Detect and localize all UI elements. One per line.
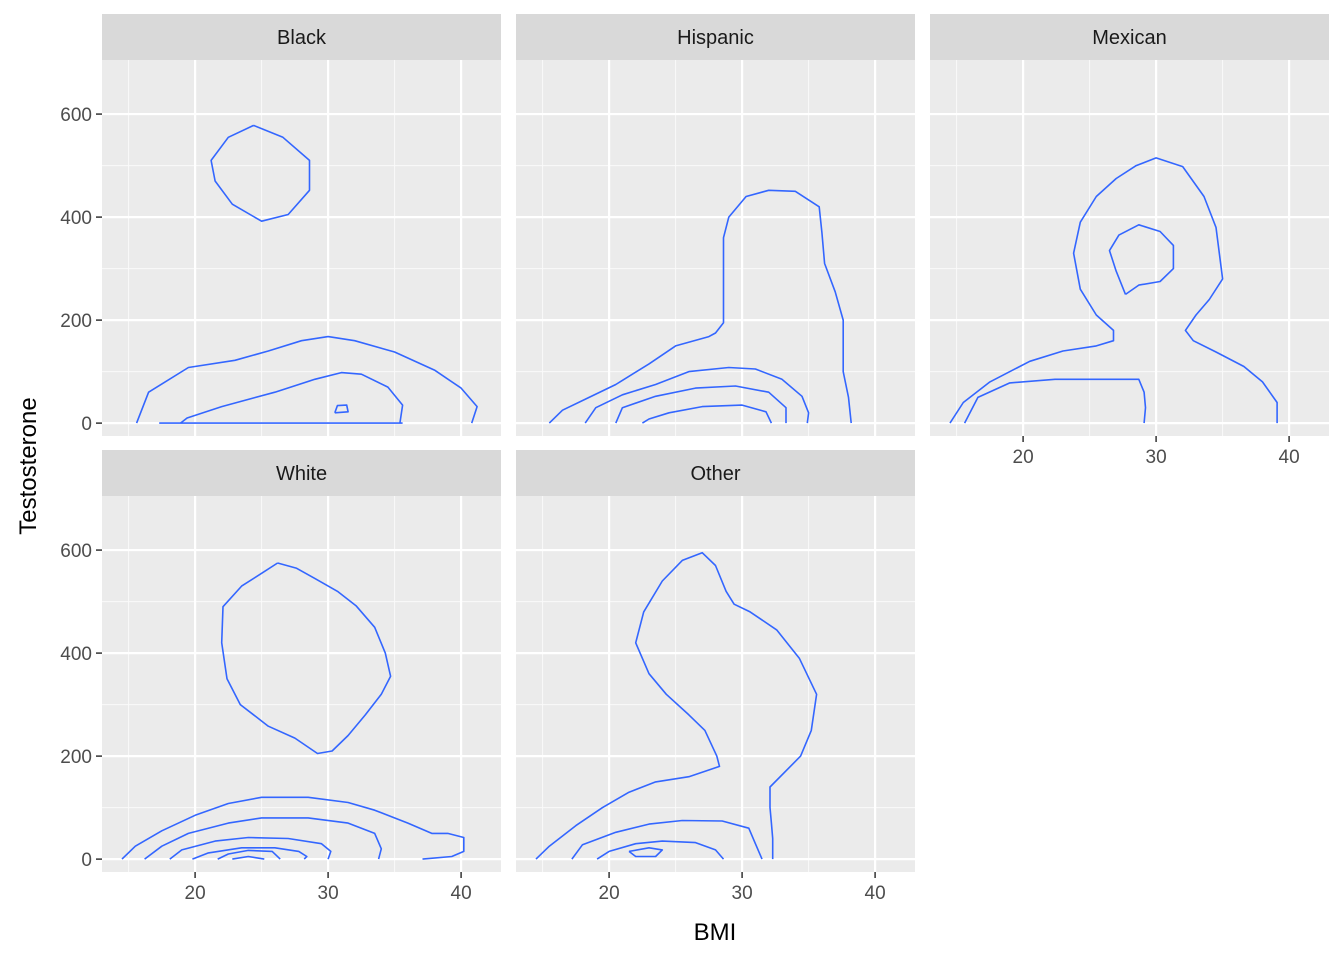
panel-background — [930, 60, 1329, 436]
contour-line-white-6 — [217, 849, 281, 860]
contour-line-other-2 — [571, 819, 763, 860]
contour-line-black-1 — [210, 124, 311, 222]
facet-panels: Black Hispanic Mexican White Other — [102, 14, 1329, 872]
y-tick-label: 600 — [60, 541, 92, 562]
panel-background — [516, 496, 915, 872]
contour-line-other-4 — [628, 847, 664, 858]
contour-line-white-7 — [232, 855, 265, 860]
contour-line-mexican-3 — [1108, 224, 1175, 296]
facet-strip — [516, 14, 915, 60]
y-tick-label: 0 — [81, 414, 92, 435]
facet-strip — [102, 450, 501, 496]
facet-hispanic: Hispanic — [516, 14, 915, 436]
y-tick-label: 400 — [60, 644, 92, 665]
facet-strip — [930, 14, 1329, 60]
facet-mexican: Mexican — [930, 14, 1329, 436]
x-tick-label: 30 — [732, 883, 753, 904]
panel-background — [102, 496, 501, 872]
panel-background — [102, 60, 501, 436]
contour-line-black-5 — [334, 404, 349, 414]
facet-other: Other — [516, 450, 915, 872]
contour-line-hispanic-1 — [548, 189, 852, 424]
contour-line-mexican-1 — [949, 157, 1278, 424]
facet-strip — [516, 450, 915, 496]
y-axis-title: Testosterone — [15, 397, 42, 534]
contour-line-white-3 — [144, 817, 383, 860]
y-tick-label: 600 — [60, 105, 92, 126]
contour-line-black-4 — [180, 371, 404, 424]
contour-line-black-2 — [135, 335, 478, 424]
panel-background — [516, 60, 915, 436]
contour-line-mexican-2 — [963, 378, 1147, 424]
contour-line-white-2 — [121, 796, 465, 860]
facet-white: White — [102, 450, 501, 872]
facet-black: Black — [102, 14, 501, 436]
x-tick-label: 20 — [599, 883, 620, 904]
x-tick-label: 40 — [1279, 447, 1300, 468]
y-tick-label: 200 — [60, 747, 92, 768]
y-tick-label: 0 — [81, 850, 92, 871]
contour-line-other-1 — [535, 551, 818, 860]
y-tick-label: 200 — [60, 311, 92, 332]
x-tick-label: 30 — [318, 883, 339, 904]
contour-line-hispanic-2 — [584, 366, 810, 424]
facet-strip — [102, 14, 501, 60]
facet-strip-label: Black — [277, 27, 327, 49]
contour-line-white-5 — [192, 847, 308, 860]
contour-line-white-1 — [220, 562, 392, 755]
x-tick-label: 40 — [865, 883, 886, 904]
contour-line-white-4 — [169, 836, 332, 860]
contour-line-hispanic-3 — [615, 385, 787, 424]
y-tick-label: 400 — [60, 208, 92, 229]
x-tick-label: 40 — [451, 883, 472, 904]
x-tick-label: 30 — [1146, 447, 1167, 468]
facet-strip-label: Hispanic — [677, 27, 754, 49]
facet-strip-label: Mexican — [1092, 27, 1166, 49]
facet-strip-label: White — [276, 463, 327, 485]
contour-line-hispanic-4 — [641, 404, 773, 424]
x-tick-label: 20 — [185, 883, 206, 904]
x-tick-label: 20 — [1013, 447, 1034, 468]
contour-line-other-3 — [596, 840, 725, 860]
facet-strip-label: Other — [690, 463, 740, 485]
x-axis-title: BMI — [694, 919, 737, 946]
